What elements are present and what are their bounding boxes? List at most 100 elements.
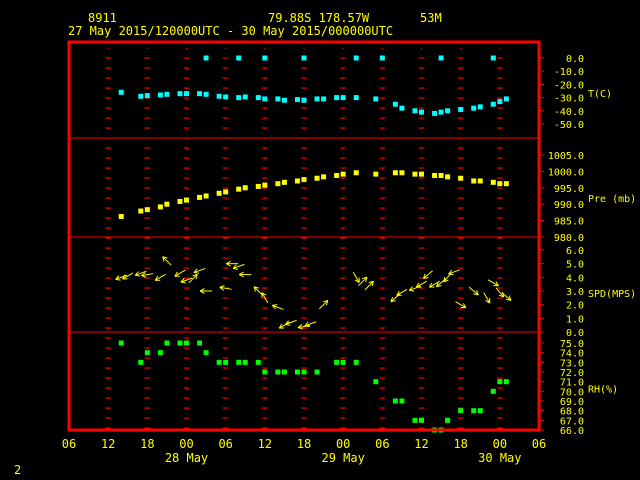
pressure-point: [432, 173, 438, 178]
wind-arrow-head: [362, 276, 368, 280]
wind-arrow-head: [443, 279, 449, 283]
temperature-point: [301, 97, 307, 103]
temperature-point: [419, 109, 424, 115]
x-tick-label: 00: [336, 437, 350, 451]
wind-arrow-head: [285, 323, 291, 326]
wind-arrow: [115, 274, 128, 281]
wind-arrow-head: [180, 278, 185, 283]
wind-arrow-head: [162, 256, 165, 262]
temperature-point: [197, 91, 203, 97]
wind-arrow-head: [239, 274, 244, 278]
rh-point: [177, 340, 183, 346]
wind-arrow: [448, 269, 460, 276]
y-tick-label: 0.0: [566, 328, 584, 339]
pressure-point: [301, 177, 307, 183]
page-number: 2: [14, 463, 21, 477]
wind-arrow-shaft: [122, 272, 134, 280]
time-range: 27 May 2015/120000UTC - 30 May 2015/0000…: [68, 24, 393, 38]
wind-arrow-head: [365, 277, 368, 283]
wind-arrow-head: [115, 278, 121, 281]
temperature-point: [340, 95, 346, 101]
wind-arrow-head: [225, 263, 231, 267]
wind-arrow-head: [122, 274, 126, 280]
y-tick-label: -50.0: [554, 120, 584, 131]
rh-point: [353, 359, 359, 365]
rh-point: [471, 408, 477, 414]
y-tick-label: 67.0: [560, 416, 584, 427]
rh-point: [314, 369, 320, 375]
pressure-point: [334, 173, 340, 178]
wind-arrow-head: [233, 267, 239, 270]
wind-arrow-head: [180, 281, 186, 284]
y-tick-label: 74.0: [560, 349, 584, 360]
wind-arrow: [455, 301, 467, 309]
wind-arrow-head: [162, 256, 168, 259]
wind-arrow-head: [390, 296, 394, 302]
temperature-point: [138, 93, 144, 99]
rh-point: [184, 340, 189, 346]
pressure-point: [399, 170, 405, 176]
y-tick-label: 990.0: [554, 200, 584, 211]
x-tick-label: 00: [179, 437, 193, 451]
wind-arrow-head: [473, 293, 479, 296]
pressure-point: [458, 175, 464, 181]
y-tick-label: 985.0: [554, 217, 584, 228]
wind-arrow-head: [443, 276, 446, 283]
rh-point: [275, 369, 281, 375]
rh-point: [373, 379, 379, 385]
wind-arrow-shaft: [318, 300, 329, 310]
wind-arrow: [271, 304, 284, 310]
wind-arrow: [174, 269, 186, 277]
y-tick-label: 66.0: [560, 426, 584, 437]
pressure-point: [294, 178, 300, 184]
wind-arrow: [134, 270, 147, 277]
x-date-label: 29 May: [321, 451, 364, 465]
temperature-point: [353, 55, 359, 61]
pressure-point: [242, 185, 248, 191]
wind-arrow-head: [253, 286, 260, 289]
wind-arrow-head: [272, 304, 278, 306]
rh-point: [262, 369, 268, 375]
wind-arrow-head: [174, 271, 178, 277]
station-id: 8911: [88, 11, 117, 25]
temperature-point: [503, 96, 509, 102]
wind-arrow: [232, 263, 245, 270]
rh-point: [399, 398, 405, 404]
temperature-point: [294, 97, 300, 103]
wind-arrow: [122, 272, 134, 280]
wind-arrow-shaft: [154, 273, 166, 281]
temperature-point: [216, 93, 222, 99]
x-tick-label: 12: [414, 437, 428, 451]
pressure-point: [275, 181, 281, 187]
wind-arrow-shaft: [423, 270, 433, 279]
pressure-point: [164, 201, 170, 207]
wind-arrow: [415, 280, 427, 288]
wind-arrow: [193, 267, 206, 274]
pressure-point: [419, 171, 424, 177]
pressure-point: [321, 174, 327, 180]
wind-arrow-head: [134, 271, 139, 276]
wind-arrow-head: [436, 285, 442, 288]
y-tick-label: 72.0: [560, 368, 584, 379]
temperature-point: [477, 104, 483, 110]
temperature-point: [281, 97, 287, 103]
pressure-point: [255, 183, 261, 189]
panel-label-temperature: T(C): [588, 89, 612, 100]
x-tick-label: 12: [101, 437, 115, 451]
wind-arrow-head: [485, 300, 491, 304]
rh-point: [203, 350, 209, 356]
temperature-point: [236, 95, 242, 101]
wind-arrow: [180, 277, 193, 284]
pressure-point: [197, 194, 203, 200]
wind-arrow-head: [304, 325, 310, 328]
temperature-point: [490, 101, 496, 107]
wind-arrow-head: [284, 320, 289, 325]
rh-point: [445, 417, 451, 423]
wind-arrow: [358, 276, 368, 287]
wind-arrow-head: [219, 285, 225, 288]
rh-point: [412, 417, 418, 423]
temperature-point: [353, 95, 359, 101]
temperature-point: [458, 106, 464, 112]
wind-arrow-shaft: [219, 286, 232, 290]
